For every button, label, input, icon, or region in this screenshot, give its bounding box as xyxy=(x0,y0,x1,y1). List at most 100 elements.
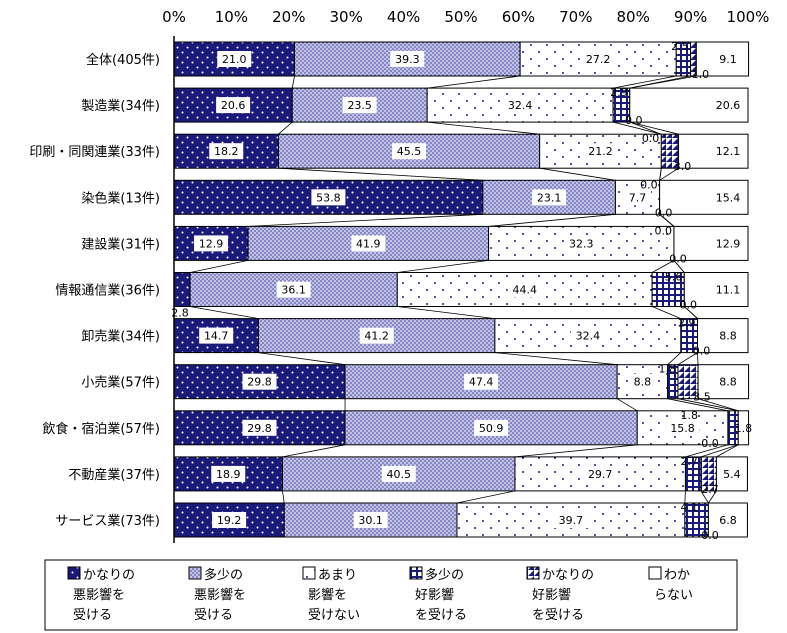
connector-line xyxy=(708,490,717,504)
x-tick-label: 50% xyxy=(444,8,477,26)
bar-segment xyxy=(697,364,750,400)
value-label: 2.9 xyxy=(678,317,696,330)
value-label-bg xyxy=(209,143,244,160)
value-label: 0.0 xyxy=(693,345,711,358)
value-label-bg xyxy=(628,373,656,390)
value-label: 20.6 xyxy=(716,99,741,112)
value-label: 32.4 xyxy=(576,330,601,343)
value-label-bg xyxy=(211,465,246,482)
value-label: 12.9 xyxy=(199,237,224,250)
legend-label: あまり xyxy=(318,568,357,583)
value-label: 0.0 xyxy=(669,252,687,265)
legend-label: を受ける xyxy=(532,608,584,623)
x-axis-ticks: 0% 10% 20% 30% 40% 50% 60% 70% 80% 90% 100% xyxy=(162,8,769,26)
value-label: 0.0 xyxy=(625,114,643,127)
bar-segment xyxy=(494,318,682,354)
connector-line xyxy=(282,444,346,458)
connector-line xyxy=(684,306,698,319)
value-label: 27.2 xyxy=(586,53,611,66)
bars xyxy=(173,36,750,543)
bar-segment xyxy=(696,318,749,354)
value-label: 2.7 xyxy=(681,455,699,468)
bar-segment xyxy=(707,502,748,538)
value-label: 50.9 xyxy=(479,422,504,435)
value-label: 8.8 xyxy=(719,376,737,389)
connector-line xyxy=(629,75,697,89)
value-label: 19.2 xyxy=(217,514,242,527)
bar-segment xyxy=(659,179,749,215)
connector-line xyxy=(282,490,285,504)
connector-line xyxy=(616,398,638,412)
connector-line xyxy=(700,490,709,504)
x-tick-label: 40% xyxy=(387,8,420,26)
category-label: サービス業(73件) xyxy=(55,513,160,529)
value-label: 39.3 xyxy=(395,53,420,66)
bar-segment xyxy=(173,272,191,307)
category-label: 卸売業(34件) xyxy=(81,329,160,345)
connector-line xyxy=(659,167,679,181)
value-label: 0.0 xyxy=(654,224,672,237)
value-label: 8.8 xyxy=(634,376,652,389)
value-label: 7.7 xyxy=(629,191,647,204)
bar-segment xyxy=(695,41,750,77)
value-label: 47.4 xyxy=(469,376,494,389)
legend-label: を受ける xyxy=(415,608,467,623)
connector-line xyxy=(659,168,662,181)
value-label-bg xyxy=(665,419,700,436)
value-label-bg xyxy=(392,143,427,160)
value-label: 29.8 xyxy=(247,422,272,435)
legend-label: 悪影響を xyxy=(73,587,125,603)
value-label: 12.1 xyxy=(716,145,741,158)
bar-segment xyxy=(651,272,685,307)
x-tick-label: 0% xyxy=(162,8,186,26)
bar-segment xyxy=(683,272,749,307)
value-label: 2.8 xyxy=(171,307,189,320)
connector-line xyxy=(456,490,516,504)
value-label: 20.6 xyxy=(221,99,246,112)
connector-line xyxy=(189,260,249,273)
connector-line xyxy=(248,213,483,227)
value-label: 21.2 xyxy=(588,145,613,158)
bar-segment xyxy=(629,87,749,123)
value-label: 41.9 xyxy=(356,237,381,250)
value-label-bg xyxy=(390,51,425,67)
legend-label: 受ける xyxy=(194,608,233,623)
value-label: 8.8 xyxy=(719,330,737,343)
connector-line xyxy=(278,167,483,181)
category-label: 飲食・宿泊業(57件) xyxy=(42,421,160,437)
value-label: 29.7 xyxy=(588,468,613,481)
series-connectors xyxy=(189,75,739,504)
value-label: 9.1 xyxy=(719,53,737,66)
x-tick-label: 20% xyxy=(272,8,305,26)
connector-line xyxy=(291,75,295,89)
value-label-bg xyxy=(553,512,588,528)
bar-segment xyxy=(678,133,749,169)
value-label: 1.8 xyxy=(735,422,753,435)
value-label: 2.7 xyxy=(701,483,719,496)
connector-line xyxy=(651,260,675,273)
connector-line xyxy=(190,306,259,319)
connector-line xyxy=(697,398,739,412)
x-tick-label: 100% xyxy=(727,8,770,26)
legend-label: 悪影響を xyxy=(194,587,246,603)
legend-label: 多少の xyxy=(204,567,243,583)
value-label: 21.0 xyxy=(222,53,247,66)
value-label: 29.8 xyxy=(247,376,272,389)
connector-line xyxy=(629,121,679,135)
legend-swatch xyxy=(302,566,316,580)
value-label: 1.8 xyxy=(658,363,676,376)
category-label: 染色業(13件) xyxy=(81,190,160,206)
value-label: 3.0 xyxy=(674,160,692,173)
legend-label: 受ける xyxy=(73,608,112,623)
connector-line xyxy=(685,444,729,458)
connector-line xyxy=(539,167,616,181)
x-tick-label: 30% xyxy=(330,8,363,26)
connector-line xyxy=(278,121,293,135)
value-label: 11.1 xyxy=(716,284,741,297)
connector-line xyxy=(667,352,682,365)
category-labels: 全体(405件) 製造業(34件) 印刷・同関連業(33件) 染色業(13件) 建設業(… xyxy=(29,52,160,529)
legend-swatch xyxy=(409,566,423,580)
value-label: 0.0 xyxy=(642,132,660,145)
x-tick-label: 90% xyxy=(674,8,707,26)
